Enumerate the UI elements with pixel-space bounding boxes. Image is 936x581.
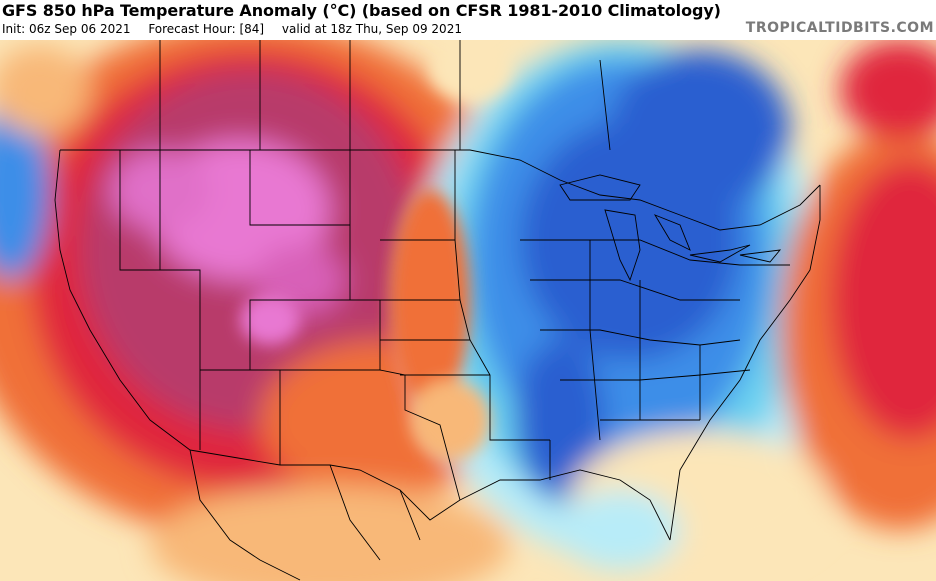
canada-near-normal [430, 40, 510, 100]
brand-watermark: TROPICALTIDBITS.COM [745, 20, 934, 36]
state-lines-central [380, 150, 551, 480]
init-time: Init: 06z Sep 06 2021 [2, 22, 131, 36]
gulf-coast [459, 469, 671, 541]
rockies-hot-spot [240, 295, 300, 345]
northeast-warm [840, 40, 936, 140]
florida-cool [560, 490, 680, 570]
mexico-lines [189, 449, 421, 581]
texas-near-normal [410, 380, 490, 460]
map-svg [0, 40, 936, 581]
us-west-coast [54, 149, 191, 451]
canada-lines [159, 40, 611, 151]
mexico-near-normal [150, 485, 510, 581]
great-lakes [559, 174, 782, 282]
pacific-nearnormal-pocket [0, 45, 90, 135]
map-title: GFS 850 hPa Temperature Anomaly (°C) (ba… [2, 1, 721, 20]
atlantic-warm-core [830, 160, 936, 440]
us-canada-border [60, 149, 821, 231]
anomaly-map [0, 40, 936, 581]
east-coast [669, 185, 821, 541]
state-lines-west [119, 150, 461, 501]
valid-time: valid at 18z Thu, Sep 09 2021 [281, 22, 462, 36]
us-mexico-border [189, 449, 461, 521]
state-lines-east [520, 239, 790, 441]
pacific-cool-pocket [0, 100, 50, 280]
header-bar: GFS 850 hPa Temperature Anomaly (°C) (ba… [0, 0, 936, 40]
forecast-hour: Forecast Hour: [84] [148, 22, 265, 36]
political-borders [54, 40, 821, 581]
map-subtitle: Init: 06z Sep 06 2021 Forecast Hour: [84… [2, 22, 476, 36]
canada-cold [610, 50, 790, 210]
